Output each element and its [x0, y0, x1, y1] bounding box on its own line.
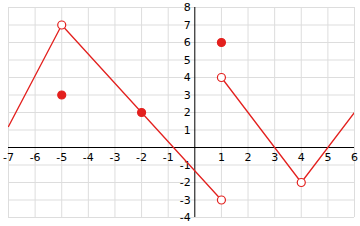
svg-text:4: 4	[184, 71, 191, 84]
svg-text:-4: -4	[83, 151, 94, 164]
svg-text:-5: -5	[56, 151, 67, 164]
svg-text:-4: -4	[180, 211, 191, 224]
svg-text:1: 1	[218, 151, 225, 164]
svg-text:-1: -1	[179, 158, 191, 172]
svg-text:1: 1	[184, 124, 191, 137]
svg-text:-6: -6	[30, 151, 41, 164]
svg-text:3: 3	[271, 151, 278, 164]
svg-text:4: 4	[298, 151, 305, 164]
svg-text:8: 8	[184, 1, 191, 14]
svg-text:2: 2	[184, 106, 191, 119]
svg-text:7: 7	[184, 19, 191, 32]
svg-text:-2: -2	[136, 151, 147, 164]
svg-text:-2: -2	[180, 176, 191, 189]
svg-text:-1: -1	[163, 151, 174, 164]
svg-text:3: 3	[184, 89, 191, 102]
svg-text:6: 6	[351, 151, 358, 164]
svg-text:6: 6	[184, 36, 191, 49]
svg-text:-3: -3	[109, 151, 120, 164]
svg-text:5: 5	[324, 151, 331, 164]
svg-text:-3: -3	[180, 194, 191, 207]
svg-text:5: 5	[184, 54, 191, 67]
svg-text:2: 2	[245, 151, 252, 164]
svg-text:-7: -7	[3, 151, 14, 164]
